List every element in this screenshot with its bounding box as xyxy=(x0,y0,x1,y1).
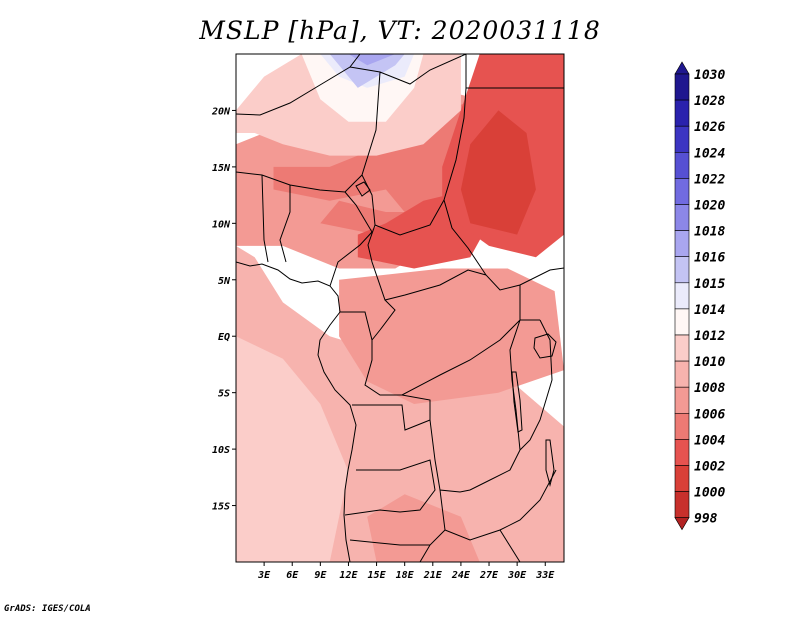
lon-tick-label: 9E xyxy=(314,570,327,581)
lake-malawi xyxy=(545,439,555,487)
colorbar-box xyxy=(674,282,690,310)
country-borders xyxy=(236,54,564,562)
lat-tick-label: 5S xyxy=(218,389,230,400)
colorbar: 1030 1028 1026 1024 1022 1020 1018 1016 1015 1014… xyxy=(674,61,725,531)
lat-tick-label: 10S xyxy=(212,445,230,456)
pressure-region-sudan-core xyxy=(460,110,536,235)
colorbar-box xyxy=(674,491,690,519)
lake-tanganyika xyxy=(511,371,523,433)
lat-tick-label: 5N xyxy=(218,276,231,287)
lon-tick-label: 33E xyxy=(535,570,555,581)
axis-labels: 20N 15N 10N 5N EQ 5S 10S 15S 3E 6E 9E 12E 15E 18E 21E 2… xyxy=(211,106,555,581)
colorbar-box xyxy=(674,178,690,205)
colorbar-label: 1028 xyxy=(694,94,725,109)
lon-tick-label: 6E xyxy=(286,570,299,581)
lon-tick-label: 18E xyxy=(396,570,415,581)
colorbar-label: 1008 xyxy=(694,381,725,396)
lon-tick-label: 30E xyxy=(507,570,527,581)
colorbar-box xyxy=(674,465,690,492)
colorbar-label: 1026 xyxy=(694,120,725,135)
lake-chad xyxy=(355,181,371,197)
colorbar-label: 1024 xyxy=(694,146,725,161)
map-frame xyxy=(235,53,565,563)
colorbar-box xyxy=(674,334,690,362)
lat-tick-label: 15S xyxy=(212,502,230,513)
pressure-region-congo-basin xyxy=(339,268,564,404)
chart-title: MSLP [hPa], VT: 2020031118 xyxy=(199,16,601,45)
pressure-region-north-high-1016 xyxy=(329,54,405,88)
colorbar-box xyxy=(674,308,690,336)
lon-tick-label: 12E xyxy=(339,570,358,581)
border-line xyxy=(236,54,564,562)
colorbar-bottom-triangle xyxy=(674,517,690,531)
lon-tick-label: 21E xyxy=(423,570,443,581)
colorbar-box xyxy=(674,360,690,388)
colorbar-box xyxy=(674,125,690,153)
lat-tick-label: EQ xyxy=(218,332,230,343)
pressure-field xyxy=(236,54,564,562)
colorbar-label: 1010 xyxy=(694,355,725,370)
colorbar-box xyxy=(674,230,690,258)
colorbar-label: 1018 xyxy=(694,225,725,240)
colorbar-label: 1000 xyxy=(694,486,725,501)
colorbar-label: 1015 xyxy=(694,277,725,292)
colorbar-label: 1004 xyxy=(694,433,725,448)
lat-tick-label: 10N xyxy=(212,219,231,230)
colorbar-box xyxy=(674,204,690,231)
colorbar-box xyxy=(674,386,690,414)
pressure-region-southwest-coast xyxy=(236,336,349,562)
lat-tick-label: 15N xyxy=(212,163,231,174)
colorbar-label: 1012 xyxy=(694,329,725,344)
colorbar-label: 1020 xyxy=(694,199,725,214)
colorbar-box xyxy=(674,73,690,101)
colorbar-box xyxy=(674,256,690,284)
colorbar-label: 1002 xyxy=(694,460,725,475)
lon-tick-label: 24E xyxy=(451,570,471,581)
grads-credit: GrADS: IGES/COLA xyxy=(4,604,91,614)
lon-tick-label: 27E xyxy=(479,570,499,581)
colorbar-label: 1022 xyxy=(694,172,725,187)
colorbar-label: 1016 xyxy=(694,251,725,266)
colorbar-label: 1006 xyxy=(694,407,725,422)
coastline xyxy=(236,261,357,562)
lon-tick-label: 15E xyxy=(368,570,387,581)
lat-tick-label: 20N xyxy=(211,106,231,117)
lake-victoria xyxy=(533,333,557,359)
colorbar-label: 1030 xyxy=(694,68,725,83)
colorbar-box xyxy=(674,152,690,179)
colorbar-box xyxy=(674,99,690,127)
lon-tick-label: 3E xyxy=(257,570,271,581)
pressure-region-north-high-1018 xyxy=(348,54,396,66)
colorbar-label: 998 xyxy=(694,512,718,527)
colorbar-box xyxy=(674,439,690,466)
colorbar-box xyxy=(674,412,690,440)
colorbar-top-triangle xyxy=(674,61,690,75)
colorbar-label: 1014 xyxy=(694,303,725,318)
